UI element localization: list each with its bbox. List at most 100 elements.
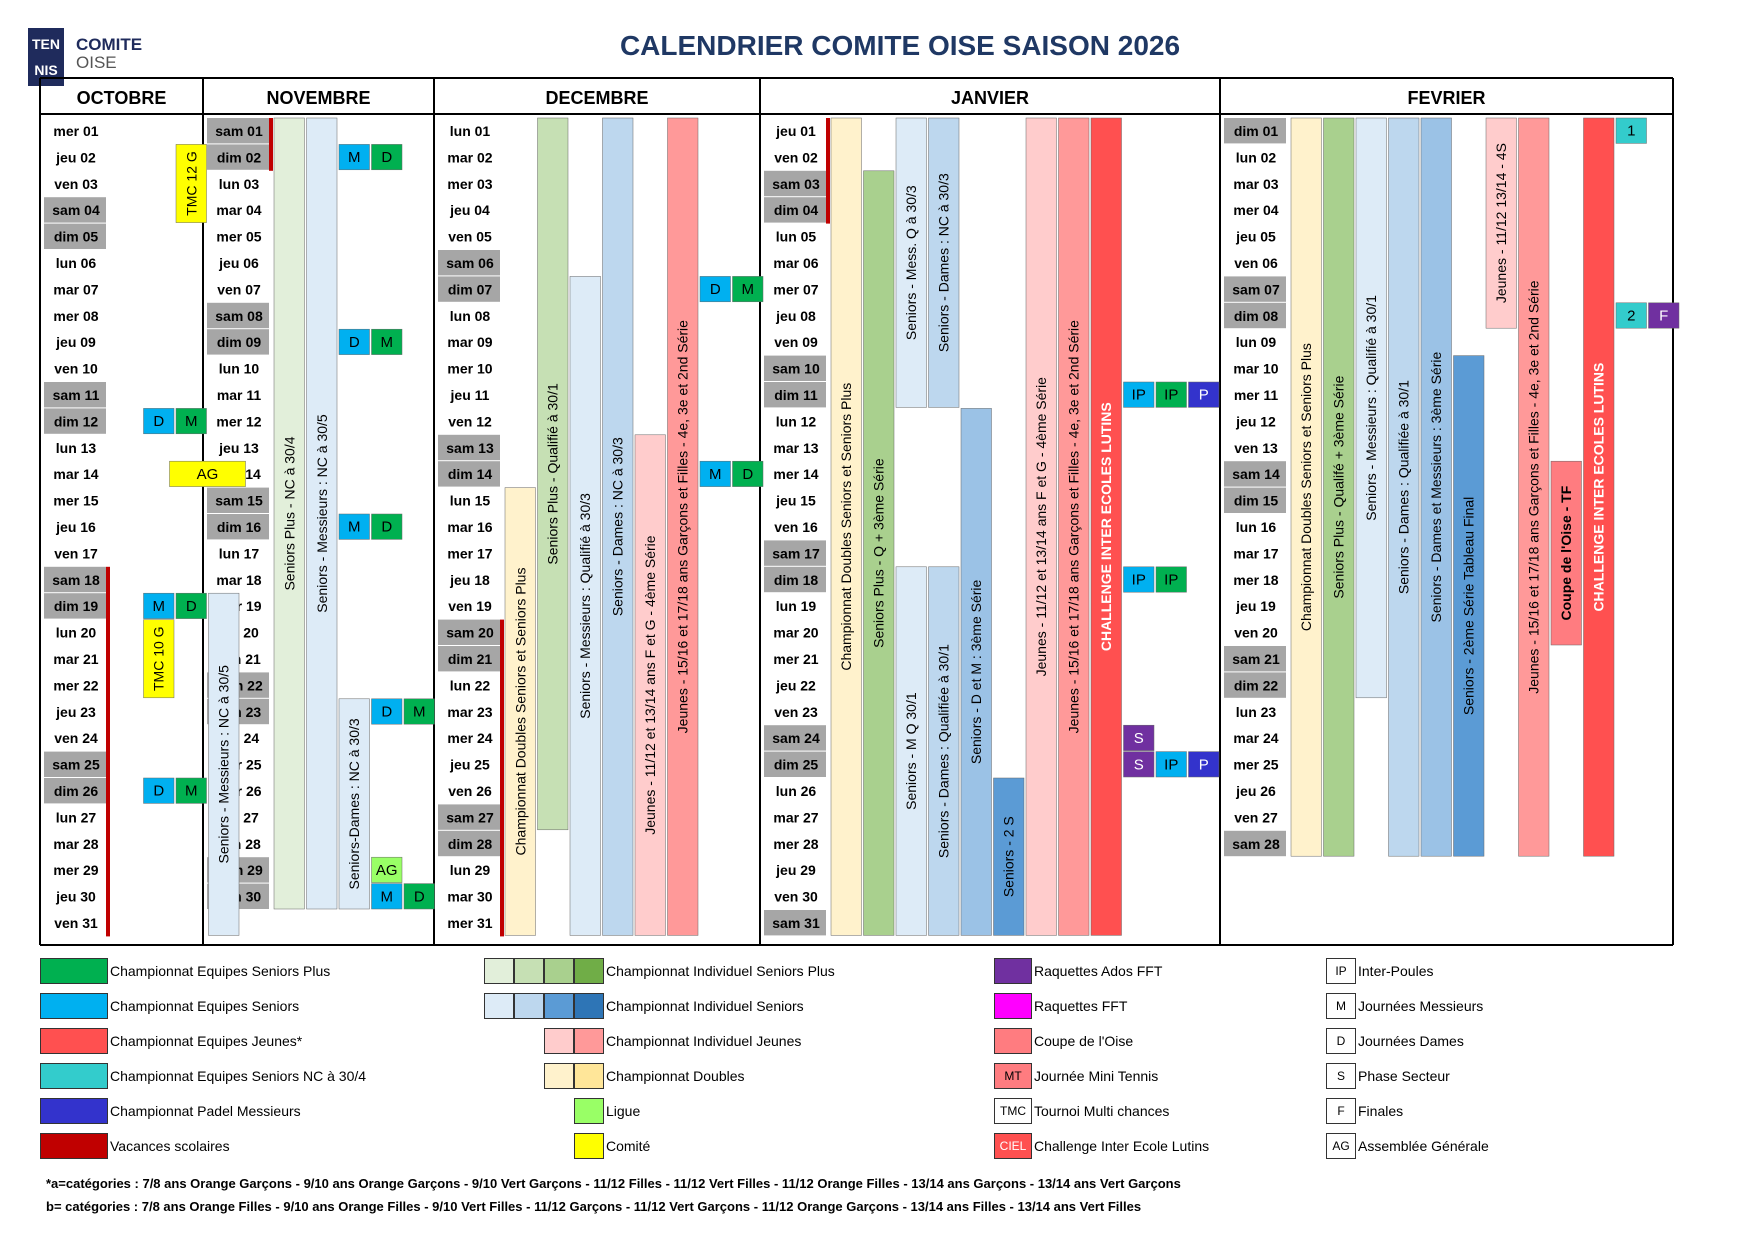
legend-item: Championnat Equipes Seniors NC à 30/4 <box>40 1063 366 1089</box>
footnote-a: *a=catégories : 7/8 ans Orange Garçons -… <box>46 1176 1181 1191</box>
legend-item: Ligue <box>434 1098 640 1124</box>
weekend-cell <box>438 250 500 276</box>
event-label: Jeunes - 15/16 et 17/18 ans Garçons et F… <box>675 320 691 733</box>
event-bar <box>1583 117 1615 857</box>
event-label: M <box>185 783 198 800</box>
event-bar <box>504 487 536 936</box>
event-label: IP <box>1164 387 1178 404</box>
event-label: Seniors - Messieurs : NC à 30/5 <box>216 665 232 864</box>
legend-swatch-cell <box>514 958 544 984</box>
day-label: ven 09 <box>774 334 818 350</box>
event-block: Seniors - Dames : Qualifiée à 30/1 <box>1388 117 1420 857</box>
legend-swatch-cell <box>40 1063 108 1089</box>
legend-label: Championnat Individuel Jeunes <box>606 1033 802 1049</box>
event-block: D <box>175 592 207 619</box>
weekend-cell <box>764 197 826 223</box>
day-label: jeu 25 <box>449 757 490 773</box>
legend-item: Championnat Padel Messieurs <box>40 1098 301 1124</box>
event-block: M <box>403 698 435 725</box>
day-label: lun 08 <box>450 308 491 324</box>
legend-label: Raquettes FFT <box>1034 998 1128 1014</box>
day-label: sam 01 <box>215 123 263 139</box>
event-label: M <box>413 704 426 721</box>
legend-swatch-cell <box>574 1028 604 1054</box>
legend-item: Raquettes Ados FFT <box>994 958 1162 984</box>
legend-item: Championnat Individuel Seniors <box>434 993 804 1019</box>
event-label: Jeunes - 11/12 et 13/14 ans F et G - 4èm… <box>642 535 658 835</box>
event-bar <box>306 117 338 910</box>
day-label: ven 23 <box>774 704 818 720</box>
event-bar <box>602 117 634 936</box>
event-bar <box>1123 566 1155 593</box>
day-label: mar 03 <box>1233 176 1278 192</box>
event-block: TMC 10 G <box>143 619 175 699</box>
legend-swatch <box>40 1063 108 1089</box>
event-block: M <box>175 777 207 804</box>
event-label: M <box>381 334 394 351</box>
day-label: sam 15 <box>215 493 263 509</box>
event-bar <box>569 276 601 936</box>
event-label: M <box>709 466 722 483</box>
day-label: dim 09 <box>217 334 262 350</box>
day-label: mer 07 <box>773 281 818 297</box>
legend-swatch <box>484 993 604 1019</box>
day-label: mer 14 <box>773 466 818 482</box>
legend-swatch: D <box>1326 1028 1356 1054</box>
legend-swatch-cell <box>574 958 604 984</box>
event-block: Seniors - Messieurs : NC à 30/5 <box>306 117 338 910</box>
weekend-cell <box>1224 672 1286 698</box>
event-block: M <box>699 460 731 487</box>
day-label: mar 04 <box>216 202 261 218</box>
event-bar <box>175 144 207 223</box>
event-label: TMC 12 G <box>183 151 199 216</box>
weekend-cell <box>207 144 269 170</box>
day-label: mar 21 <box>53 651 98 667</box>
event-bar <box>1518 117 1550 857</box>
legend-swatch-cell <box>574 993 604 1019</box>
day-label: jeu 16 <box>55 519 96 535</box>
legend-item: CIEL Challenge Inter Ecole Lutins <box>994 1133 1209 1159</box>
day-label: lun 29 <box>450 862 491 878</box>
event-label: Seniors - Messieurs : NC à 30/5 <box>314 414 330 613</box>
legend-item: Championnat Doubles <box>434 1063 745 1089</box>
legend-label: Raquettes Ados FFT <box>1034 963 1163 979</box>
event-bar <box>830 117 862 936</box>
day-label: ven 26 <box>448 783 492 799</box>
day-label: jeu 12 <box>1235 413 1276 429</box>
day-label: jeu 06 <box>218 255 259 271</box>
event-bar <box>1058 117 1090 936</box>
day-label: lun 16 <box>1236 519 1277 535</box>
legend-label: Championnat Equipes Seniors NC à 30/4 <box>110 1068 367 1084</box>
day-label: lun 05 <box>776 229 817 245</box>
event-block: D <box>143 408 175 435</box>
event-bar <box>895 117 927 408</box>
weekend-cell <box>44 408 106 434</box>
event-block: Seniors Plus - Q + 3ème Série <box>863 170 895 936</box>
day-label: lun 19 <box>776 598 817 614</box>
day-label: mar 09 <box>447 334 492 350</box>
day-label: mer 24 <box>447 730 492 746</box>
weekend-cell <box>764 170 826 197</box>
day-label: mar 28 <box>53 836 98 852</box>
event-bar <box>1355 117 1387 699</box>
event-label: 1 <box>1627 123 1635 140</box>
legend-swatch-cell <box>544 958 574 984</box>
event-block: IP <box>1155 381 1187 408</box>
legend-swatch: TMC <box>994 1098 1032 1124</box>
legend-label: Championnat Equipes Jeunes* <box>110 1033 303 1049</box>
day-label: mar 13 <box>773 440 818 456</box>
weekend-cell <box>764 355 826 381</box>
legend-item: AG Assemblée Générale <box>1326 1133 1489 1159</box>
legend-swatch-cell <box>40 1028 108 1054</box>
event-bar <box>667 117 699 936</box>
event-label: Championnat Doubles Seniors et Seniors P… <box>512 568 528 856</box>
day-label: lun 03 <box>219 176 260 192</box>
event-label: M <box>185 413 198 430</box>
legend-swatch-cell <box>574 1133 604 1159</box>
weekend-cell <box>1224 302 1286 329</box>
legend-swatch: IP <box>1326 958 1356 984</box>
legend-item: Championnat Equipes Seniors Plus <box>40 958 330 984</box>
day-label: dim 22 <box>1234 677 1279 693</box>
day-label: jeu 08 <box>775 308 816 324</box>
footnote-b: b= catégories : 7/8 ans Orange Filles - … <box>46 1199 1142 1214</box>
